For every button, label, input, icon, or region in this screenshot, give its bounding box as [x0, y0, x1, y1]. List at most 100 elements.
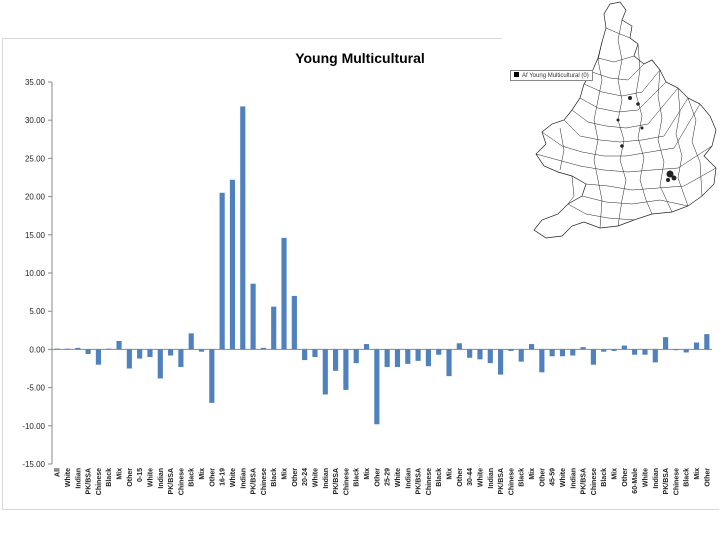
bar	[673, 349, 679, 351]
x-tick-label: Black	[106, 468, 113, 487]
bar	[384, 349, 390, 367]
x-tick-label: 25-29	[385, 468, 392, 486]
x-tick-label: Mix	[117, 468, 124, 480]
x-tick-label: White	[642, 468, 649, 487]
x-tick-label: PK/BSA	[581, 468, 588, 494]
bar	[539, 349, 545, 373]
x-tick-label: PK/BSA	[251, 468, 258, 494]
x-tick-label: Other	[704, 468, 711, 487]
x-tick-label: All	[55, 468, 62, 477]
bar	[590, 349, 596, 365]
bar	[394, 349, 401, 367]
bar	[95, 349, 101, 365]
map-panel: Af Young Multicultural (0)	[502, 0, 720, 245]
bar	[663, 337, 669, 350]
x-tick-label: Black	[354, 468, 361, 487]
x-tick-label: Other	[457, 468, 464, 487]
bar	[704, 334, 710, 350]
bar	[147, 349, 153, 358]
bar	[157, 349, 163, 379]
bar	[508, 349, 514, 351]
england-wales-map-icon	[533, 1, 717, 239]
bar	[250, 283, 256, 350]
bar	[621, 345, 627, 350]
x-tick-label: Chinese	[508, 468, 515, 495]
x-tick-label: Chinese	[178, 468, 185, 495]
bar	[126, 349, 132, 369]
bar	[116, 340, 122, 350]
x-tick-label: Mix	[694, 468, 701, 480]
bar	[549, 349, 555, 357]
bar	[425, 349, 431, 367]
bar	[240, 106, 246, 350]
x-tick-label: PK/BSA	[498, 468, 505, 494]
y-tick-label: -15.00	[22, 460, 45, 469]
bar	[271, 306, 277, 350]
x-tick-label: Indian	[405, 468, 412, 489]
map-legend-label: Af Young Multicultural (0)	[522, 73, 589, 79]
bar	[343, 349, 349, 390]
x-tick-label: White	[230, 468, 237, 487]
bar	[106, 348, 112, 350]
bar	[374, 349, 380, 425]
bar	[198, 349, 205, 352]
bar	[456, 343, 462, 350]
y-tick-label: 25.00	[25, 154, 46, 163]
bar	[75, 347, 81, 350]
x-tick-label: Indian	[240, 468, 247, 489]
bar	[168, 349, 174, 356]
x-tick-label: Chinese	[96, 468, 103, 495]
bar	[477, 349, 483, 360]
x-tick-label: Other	[622, 468, 629, 487]
x-tick-label: Mix	[282, 468, 289, 480]
x-tick-label: Other	[374, 468, 381, 487]
bar	[518, 349, 524, 362]
bar	[260, 347, 266, 350]
bar	[291, 295, 297, 350]
x-tick-label: PK/BSA	[333, 468, 340, 494]
bar	[446, 349, 452, 377]
x-tick-label: Mix	[364, 468, 371, 480]
bar	[333, 349, 339, 371]
x-tick-label: 20-24	[302, 468, 309, 486]
bar	[487, 349, 493, 364]
bar	[652, 349, 658, 363]
y-tick-label: 30.00	[25, 116, 46, 125]
x-tick-label: Black	[271, 468, 278, 487]
x-tick-label: White	[477, 468, 484, 487]
bar	[178, 349, 184, 367]
legend-swatch	[514, 72, 519, 77]
x-tick-label: Black	[684, 468, 691, 487]
x-tick-label: Black	[519, 468, 526, 487]
y-tick-label: 20.00	[25, 193, 46, 202]
x-tick-label: 30-44	[467, 468, 474, 486]
x-tick-label: White	[560, 468, 567, 487]
x-tick-label: PK/BSA	[86, 468, 93, 494]
x-tick-label: Chinese	[343, 468, 350, 495]
x-tick-label: Indian	[653, 468, 660, 489]
bar	[611, 349, 617, 351]
bar	[64, 348, 71, 350]
x-tick-label: Chinese	[673, 468, 680, 495]
bar	[322, 349, 328, 395]
bar	[570, 349, 576, 356]
bar	[85, 349, 91, 354]
y-tick-label: 35.00	[25, 78, 46, 87]
x-tick-label: Mix	[529, 468, 536, 480]
bar	[363, 344, 370, 350]
bar	[559, 349, 566, 357]
x-tick-label: 45-59	[550, 468, 557, 486]
y-tick-label: 10.00	[25, 269, 46, 278]
x-tick-label: Indian	[323, 468, 330, 489]
bar	[693, 342, 700, 350]
x-tick-label: White	[65, 468, 72, 487]
x-tick-label: PK/BSA	[416, 468, 423, 494]
bar	[353, 349, 359, 364]
bar	[642, 349, 648, 355]
bar	[528, 344, 535, 350]
bar	[683, 349, 689, 353]
x-tick-label: Chinese	[261, 468, 268, 495]
x-tick-label: Black	[436, 468, 443, 487]
x-tick-label: Mix	[612, 468, 619, 480]
